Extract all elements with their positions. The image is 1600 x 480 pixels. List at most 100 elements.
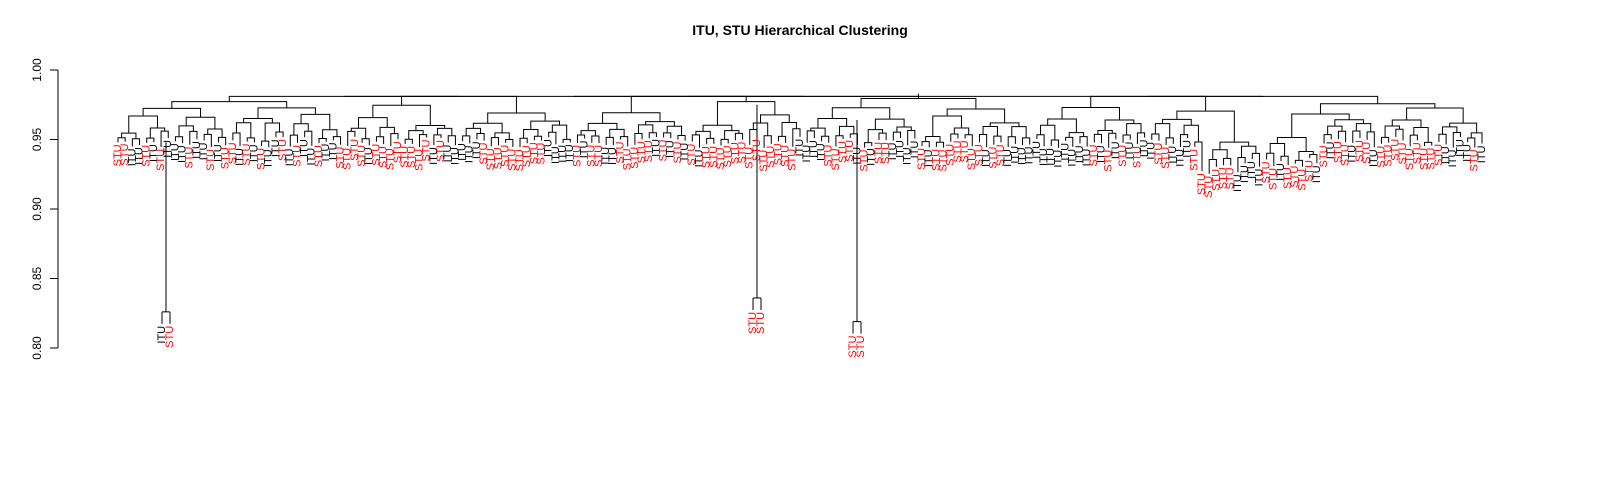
branch [1090,95,1207,112]
leaf-label: ITU [679,143,691,161]
branch [505,138,514,147]
leaf-label: STU [399,146,411,168]
leaf-label: STU [313,145,325,167]
branch [817,117,848,129]
leaf-label: STU [1418,148,1430,170]
leaf-label: ITU [1347,145,1359,163]
leaf-label: STU [1332,141,1344,163]
branch [375,136,385,145]
leaf-label: STU [787,149,799,171]
leaf-label: STU [1268,168,1280,190]
branch [1151,133,1160,141]
leaf-label: ITU [1016,147,1028,165]
leaf-label: STU [514,149,526,171]
branch [1266,152,1275,166]
leaf-label: STU [1210,169,1222,191]
leaf-label: ITU [327,142,339,160]
leaf-label: STU [1361,142,1373,164]
outlier-leaf-label: STU [755,312,767,334]
leaf-label: ITU [1045,148,1057,166]
leaf-label: ITU [815,143,827,161]
leaf-label: STU [780,145,792,167]
leaf-label: ITU [162,140,174,158]
branch [117,137,126,143]
leaf-label: ITU [1246,161,1258,179]
branch [318,137,327,144]
leaf-label: STU [622,148,634,170]
branch [835,135,844,147]
branch [174,136,184,144]
leaf-label: STU [1282,167,1294,189]
branch [551,124,568,140]
leaf-label: STU [837,141,849,163]
branch [562,138,571,143]
leaf-label: ITU [808,140,820,158]
leaf-label: STU [1390,139,1402,161]
branch [760,114,790,123]
leaf-label: ITU [1311,165,1323,183]
branch [1176,110,1235,143]
branch [350,127,367,139]
leaf-label: ITU [600,147,612,165]
branch [146,137,155,143]
branch [734,132,744,141]
branch [1050,139,1059,148]
branch [300,113,331,130]
leaf-label: STU [485,148,497,170]
leaf-label: ITU [1074,145,1086,163]
leaf-label: STU [1404,148,1416,170]
leaf-label: STU [421,139,433,161]
leaf-label: STU [1088,144,1100,166]
y-tick-label: 0.80 [30,336,44,360]
leaf-label: ITU [1024,147,1036,165]
leaf-label: STU [736,142,748,164]
leaf-label: STU [1340,144,1352,166]
leaf-label: STU [1296,169,1308,191]
branch [289,134,298,147]
leaf-label: ITU [169,143,181,161]
leaf-label: ITU [1146,142,1158,160]
branch [1442,126,1458,135]
leaf-label: STU [241,144,253,166]
branch [953,127,970,135]
leaf-label: STU [385,148,397,170]
leaf-label: ITU [579,140,591,158]
leaf-label: ITU [126,149,138,167]
leaf-label: ITU [263,149,275,167]
branch [630,95,747,113]
branch [379,126,395,137]
branch [433,134,442,146]
leaf-label: STU [880,142,892,164]
leaf-label: ITU [1009,146,1021,164]
leaf-label: STU [830,148,842,170]
leaf-label: STU [844,140,856,162]
branch [1298,151,1314,161]
branch [361,138,370,146]
leaf-label: ITU [464,145,476,163]
leaf-label: STU [945,144,957,166]
leaf-label: STU [435,140,447,162]
leaf-label: STU [1225,167,1237,189]
branch [293,123,309,136]
branch [232,132,241,147]
branch [1194,141,1203,172]
leaf-label: STU [751,139,763,161]
leaf-label: STU [1289,166,1301,188]
leaf-label: STU [1153,143,1165,165]
leaf-label: STU [342,148,354,170]
branch [864,142,873,148]
leaf-label: ITU [1454,139,1466,157]
branch [591,135,600,143]
leaf-label: ITU [299,139,311,157]
branch [989,122,1020,127]
leaf-label: STU [586,145,598,167]
y-tick-label: 0.90 [30,197,44,221]
branch [1319,103,1436,114]
branch [1165,137,1174,145]
leaf-label: STU [1318,145,1330,167]
branch [235,122,252,138]
branch [1449,122,1478,133]
branch [523,128,539,139]
branch [921,141,930,148]
leaf-label: STU [643,140,655,162]
